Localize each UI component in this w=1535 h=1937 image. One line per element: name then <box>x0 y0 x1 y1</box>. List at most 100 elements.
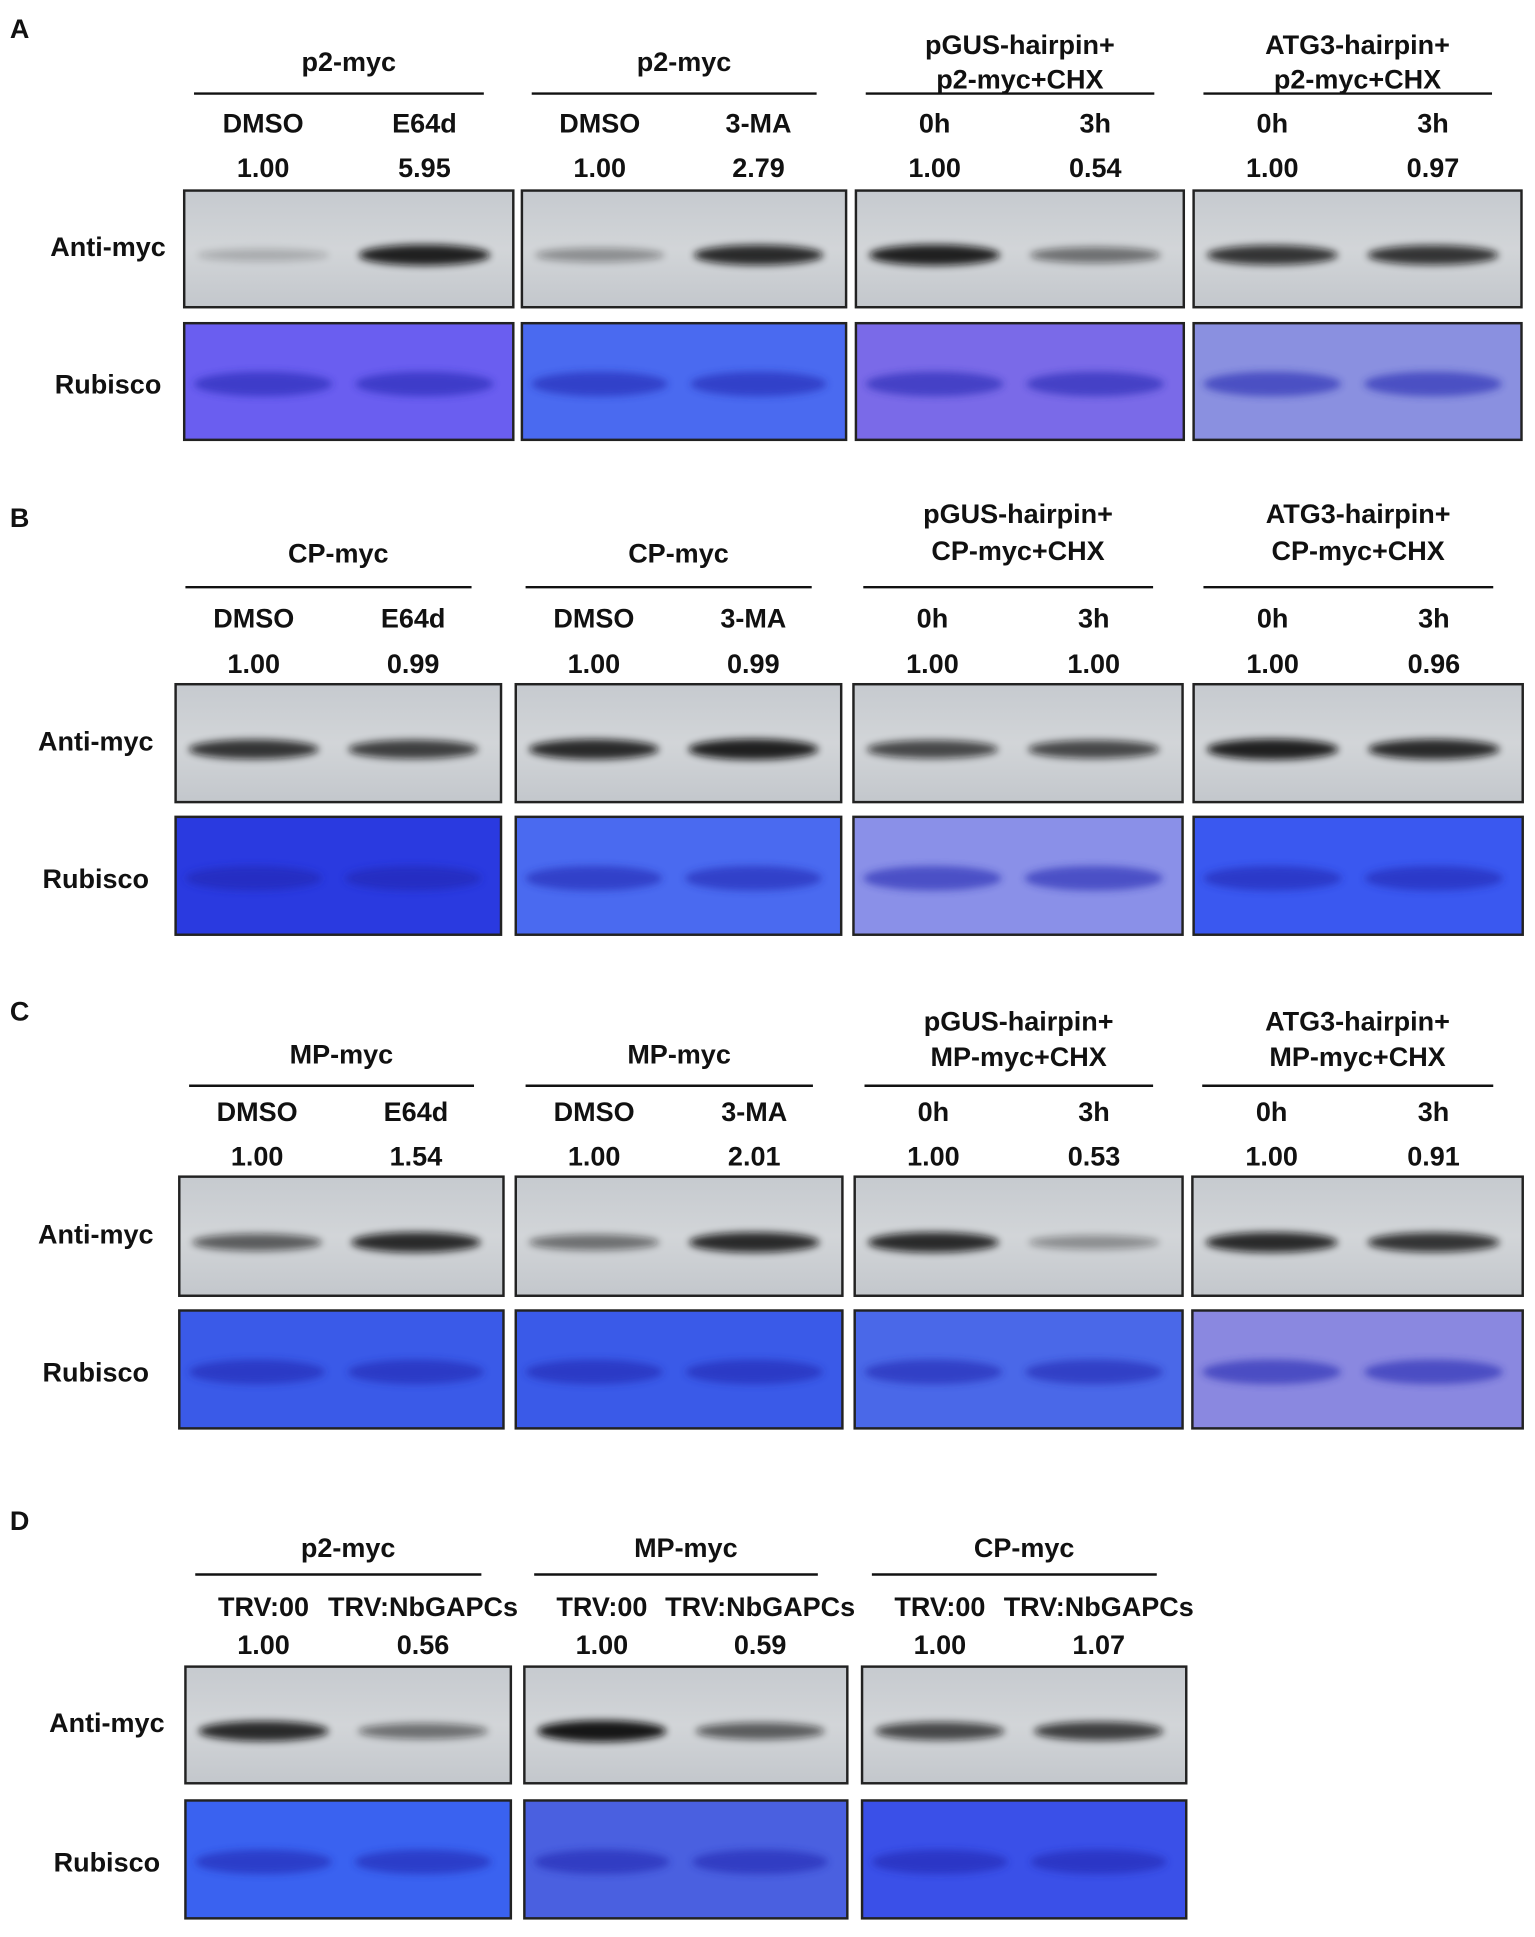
lane-value: 1.00 <box>237 1630 290 1660</box>
lane-value: 0.97 <box>1407 153 1460 183</box>
rubisco-band <box>863 865 1002 891</box>
lane-label: 0h <box>917 604 949 634</box>
group-title: MP-myc <box>627 1039 731 1069</box>
protein-band <box>1029 247 1161 264</box>
group-title: pGUS-hairpin+ <box>925 30 1115 60</box>
rubisco-band <box>684 865 822 891</box>
group-title: CP-myc <box>288 538 389 568</box>
rubisco-band <box>189 1359 326 1385</box>
protein-band <box>867 1232 999 1253</box>
lane-value: 1.00 <box>1246 649 1299 679</box>
rubisco-band <box>1025 1359 1163 1385</box>
panel-letter: D <box>10 1506 30 1536</box>
lane-label: DMSO <box>553 604 634 634</box>
lane-label: TRV:00 <box>218 1592 309 1622</box>
group-title: ATG3-hairpin+ <box>1265 1006 1450 1036</box>
group-title: CP-myc+CHX <box>1272 536 1445 566</box>
lane-label: E64d <box>384 1097 449 1127</box>
lane-value: 1.00 <box>227 649 280 679</box>
rubisco-band <box>1364 865 1503 891</box>
lane-value: 0.91 <box>1407 1141 1460 1171</box>
protein-band <box>1028 1235 1160 1250</box>
protein-band <box>1367 245 1499 265</box>
lane-label: 3h <box>1078 1097 1110 1127</box>
protein-band <box>537 1720 667 1742</box>
protein-band <box>869 244 1001 266</box>
rubisco-band <box>865 371 1004 397</box>
rubisco-band <box>1203 865 1342 891</box>
panel-letter: A <box>10 14 30 44</box>
lane-label: 3-MA <box>720 604 786 634</box>
lane-value: 0.54 <box>1069 153 1122 183</box>
group-title: MP-myc+CHX <box>930 1042 1106 1072</box>
lane-label: DMSO <box>217 1097 298 1127</box>
lane-value: 0.59 <box>734 1630 787 1660</box>
lane-value: 0.99 <box>727 649 780 679</box>
protein-band <box>528 739 659 760</box>
group-title: MP-myc <box>634 1533 738 1563</box>
protein-band <box>192 1233 322 1251</box>
panel-letter: B <box>10 503 30 533</box>
rubisco-band <box>355 371 494 397</box>
rubisco-band <box>1203 371 1342 397</box>
rubisco-band <box>864 1359 1003 1385</box>
lane-label: E64d <box>381 604 446 634</box>
lane-value: 0.56 <box>397 1630 450 1660</box>
protein-band <box>695 1722 825 1740</box>
lane-value: 5.95 <box>398 153 451 183</box>
protein-band <box>688 738 819 760</box>
group-title: MP-myc+CHX <box>1269 1042 1445 1072</box>
protein-band <box>875 1721 1005 1741</box>
lane-label: TRV:00 <box>894 1592 985 1622</box>
row-label: Rubisco <box>43 1357 150 1387</box>
row-label: Anti-myc <box>49 1708 165 1738</box>
protein-band <box>534 247 665 263</box>
lane-value: 1.00 <box>568 1141 621 1171</box>
lane-value: 1.00 <box>908 153 961 183</box>
protein-band <box>1368 739 1500 760</box>
row-label: Anti-myc <box>50 232 166 262</box>
lane-label: TRV:00 <box>556 1592 647 1622</box>
lane-label: E64d <box>392 109 457 139</box>
lane-value: 1.00 <box>1245 1141 1298 1171</box>
rubisco-band <box>525 865 663 891</box>
lane-label: 3h <box>1078 604 1110 634</box>
protein-band <box>1205 1232 1338 1253</box>
protein-band <box>198 1720 329 1742</box>
group-title: CP-myc <box>628 538 729 568</box>
panel-letter: C <box>10 996 30 1026</box>
lane-label: 0h <box>919 109 951 139</box>
group-title: CP-myc <box>974 1533 1075 1563</box>
protein-band <box>1027 740 1160 759</box>
lane-value: 1.00 <box>1067 649 1120 679</box>
group-title: p2-myc <box>637 47 732 77</box>
group-title: ATG3-hairpin+ <box>1266 499 1451 529</box>
protein-band <box>1033 1721 1164 1741</box>
lane-value: 1.00 <box>573 153 626 183</box>
row-label: Rubisco <box>43 864 150 894</box>
lane-label: DMSO <box>223 109 304 139</box>
group-title: p2-myc+CHX <box>1274 64 1441 94</box>
protein-band <box>351 1232 481 1253</box>
lane-label: TRV:NbGAPCs <box>328 1592 518 1622</box>
group-title: pGUS-hairpin+ <box>924 1006 1114 1036</box>
protein-band <box>528 1234 660 1251</box>
lane-value: 1.00 <box>906 649 959 679</box>
rubisco-band <box>195 1849 332 1875</box>
rubisco-band <box>1364 371 1502 397</box>
lane-label: 0h <box>1257 109 1289 139</box>
protein-band <box>358 244 491 266</box>
lane-value: 1.07 <box>1072 1630 1125 1660</box>
rubisco-band <box>534 1849 670 1875</box>
row-label: Rubisco <box>55 370 162 400</box>
row-label: Anti-myc <box>38 726 154 756</box>
lane-value: 1.00 <box>1246 153 1299 183</box>
lane-label: 3h <box>1080 109 1112 139</box>
lane-value: 0.96 <box>1408 649 1461 679</box>
lane-value: 0.99 <box>387 649 440 679</box>
group-title: CP-myc+CHX <box>931 536 1104 566</box>
lane-label: 0h <box>1256 1097 1288 1127</box>
lane-label: DMSO <box>554 1097 635 1127</box>
rubisco-band <box>1364 1359 1503 1385</box>
